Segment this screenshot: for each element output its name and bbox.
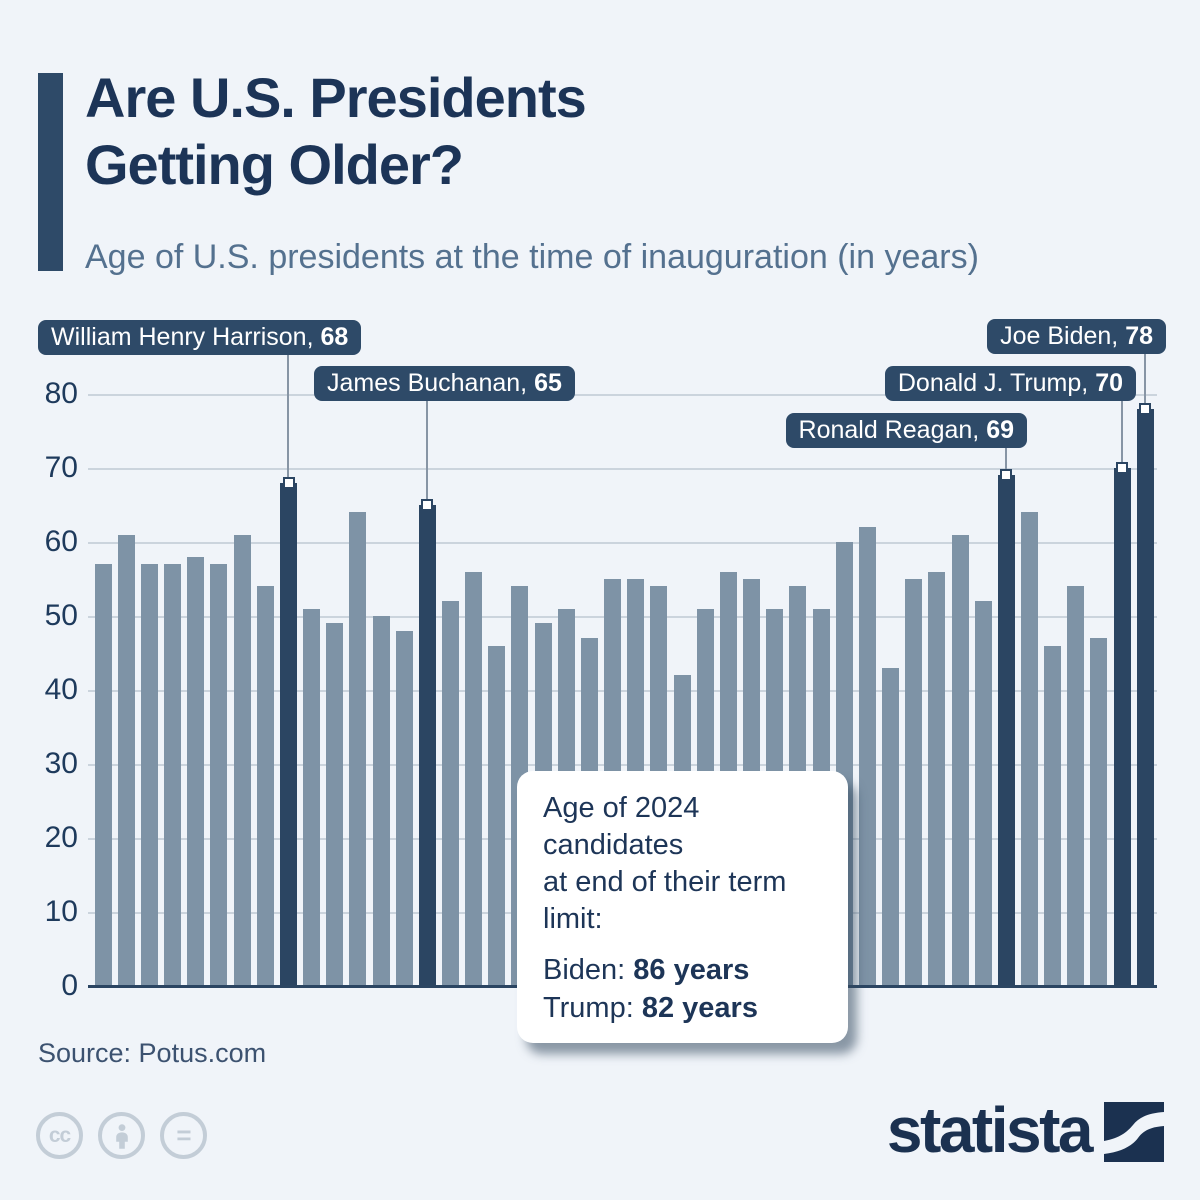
marker-trump: [1116, 462, 1128, 474]
callout-buchanan: James Buchanan, 65: [314, 366, 575, 401]
page-title: Are U.S. Presidents Getting Older?: [85, 64, 587, 198]
gridline-70: [88, 468, 1157, 470]
y-axis-tick-20: 20: [44, 821, 78, 854]
annotation-line-2: at end of their term limit:: [543, 866, 787, 935]
bar-joe-biden: [1136, 408, 1154, 986]
marker-biden: [1139, 403, 1151, 415]
marker-harrison: [283, 477, 295, 489]
leader-line-harrison: [287, 353, 289, 477]
cc-icon: cc: [36, 1112, 83, 1159]
y-axis-tick-0: 0: [61, 969, 78, 1002]
bar-george-w-bush: [1067, 586, 1085, 986]
y-axis-tick-30: 30: [44, 747, 78, 780]
statista-wordmark: statista: [886, 1094, 1094, 1166]
bar-franklin-pierce: [395, 630, 413, 986]
annotation-trump-value: 82 years: [641, 992, 758, 1024]
title-accent-bar: [38, 73, 63, 271]
y-axis-tick-40: 40: [44, 673, 78, 706]
bar-john-adams: [117, 534, 135, 986]
bar-james-k-polk: [326, 623, 344, 986]
y-axis-tick-50: 50: [44, 599, 78, 632]
annotation-biden: Biden: 86 years: [543, 951, 832, 989]
callout-harrison-age: 68: [320, 323, 349, 351]
bar-abraham-lincoln: [441, 601, 459, 986]
callout-reagan-age: 69: [986, 416, 1014, 444]
callout-biden-name: Joe Biden,: [1000, 322, 1119, 350]
marker-reagan: [1000, 469, 1012, 481]
bar-james-monroe: [187, 556, 205, 986]
callout-reagan: Ronald Reagan, 69: [785, 413, 1027, 448]
bar-james-madison: [164, 564, 182, 986]
bar-barack-obama: [1090, 638, 1108, 986]
leader-line-trump: [1121, 399, 1123, 462]
callout-reagan-name: Ronald Reagan,: [798, 416, 980, 444]
bar-richard-nixon: [928, 571, 946, 986]
bar-william-henry-harrison: [279, 482, 297, 986]
leader-line-biden: [1144, 352, 1146, 403]
bar-thomas-jefferson: [140, 564, 158, 986]
annotation-trump: Trump: 82 years: [543, 989, 832, 1027]
page-subtitle: Age of U.S. presidents at the time of in…: [85, 238, 979, 276]
callout-buchanan-age: 65: [534, 369, 562, 397]
bar-ulysses-s-grant: [488, 645, 506, 986]
leader-line-reagan: [1005, 446, 1007, 469]
bar-john-quincy-adams: [210, 564, 228, 986]
annotation-biden-value: 86 years: [633, 954, 750, 986]
license-icons: cc =: [36, 1112, 207, 1159]
y-axis-tick-60: 60: [44, 525, 78, 558]
bar-martin-van-buren: [256, 586, 274, 986]
callout-trump-age: 70: [1095, 369, 1123, 397]
callout-harrison: William Henry Harrison, 68: [38, 320, 362, 355]
gridline-60: [88, 542, 1157, 544]
callout-trump-name: Donald J. Trump,: [897, 369, 1089, 397]
bar-george-h-w-bush: [1020, 512, 1038, 986]
statista-logo-icon: [1104, 1102, 1164, 1162]
y-axis-tick-80: 80: [44, 377, 78, 410]
gridline-80: [88, 394, 1157, 396]
source-label: Source: Potus.com: [38, 1038, 267, 1068]
title-line-1: Are U.S. Presidents: [85, 66, 587, 129]
annotation-box: Age of 2024 candidates at end of their t…: [517, 771, 848, 1043]
callout-biden: Joe Biden, 78: [987, 319, 1166, 354]
bar-zachary-taylor: [349, 512, 367, 986]
statista-logo: statista: [887, 1098, 1164, 1162]
callout-trump: Donald J. Trump, 70: [884, 366, 1136, 401]
bar-bill-clinton: [1044, 645, 1062, 986]
bar-george-washington: [94, 564, 112, 986]
annotation-biden-label: Biden:: [543, 954, 626, 986]
leader-line-buchanan: [426, 399, 428, 499]
bar-millard-fillmore: [372, 616, 390, 986]
title-line-2: Getting Older?: [85, 133, 464, 196]
callout-buchanan-name: James Buchanan,: [327, 369, 528, 397]
attribution-icon: [98, 1112, 145, 1159]
bar-john-f-kennedy: [882, 667, 900, 986]
gridline-50: [88, 616, 1157, 618]
bar-andrew-jackson: [233, 534, 251, 986]
bar-james-buchanan: [418, 505, 436, 986]
marker-buchanan: [421, 499, 433, 511]
y-axis-tick-70: 70: [44, 451, 78, 484]
bar-gerald-ford: [951, 534, 969, 986]
bar-jimmy-carter: [974, 601, 992, 986]
annotation-trump-label: Trump:: [543, 992, 634, 1024]
bar-lyndon-b-johnson: [905, 579, 923, 986]
bar-andrew-johnson: [465, 571, 483, 986]
callout-harrison-name: William Henry Harrison,: [51, 323, 314, 351]
annotation-line-1: Age of 2024 candidates: [543, 792, 700, 861]
y-axis-tick-10: 10: [44, 895, 78, 928]
equals-icon: =: [160, 1112, 207, 1159]
gridline-40: [88, 690, 1157, 692]
callout-biden-age: 78: [1125, 322, 1153, 350]
bar-john-tyler: [303, 608, 321, 986]
bar-donald-j-trump: [1113, 468, 1131, 986]
bar-ronald-reagan: [997, 475, 1015, 986]
gridline-30: [88, 764, 1157, 766]
bar-dwight-d-eisenhower: [858, 527, 876, 986]
